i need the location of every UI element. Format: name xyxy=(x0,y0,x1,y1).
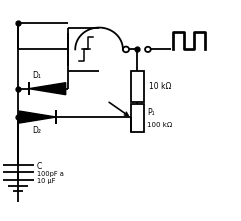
Bar xyxy=(131,104,144,132)
Text: 100 kΩ: 100 kΩ xyxy=(147,122,173,128)
Polygon shape xyxy=(19,111,56,123)
Polygon shape xyxy=(29,83,66,95)
Text: 100pF a: 100pF a xyxy=(37,171,64,177)
Text: C: C xyxy=(37,162,42,171)
Text: D₁: D₁ xyxy=(32,71,41,80)
Text: 10 μF: 10 μF xyxy=(37,178,55,184)
Text: 10 kΩ: 10 kΩ xyxy=(149,82,171,91)
Bar xyxy=(131,71,144,102)
Text: P₁: P₁ xyxy=(147,108,155,117)
Text: D₂: D₂ xyxy=(32,126,41,135)
